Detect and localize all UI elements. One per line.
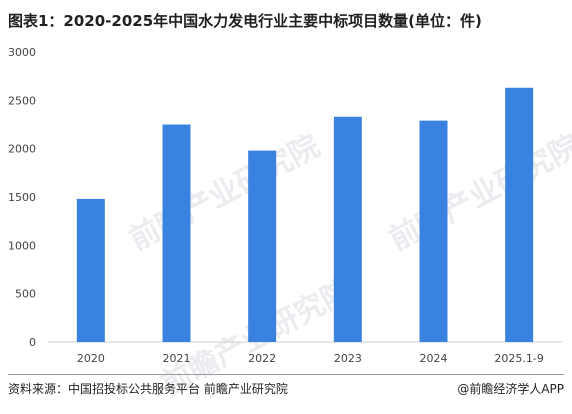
- source-note: 资料来源：中国招投标公共服务平台 前瞻产业研究院: [8, 382, 288, 396]
- bar-2022: [248, 150, 277, 342]
- y-tick-label: 3000: [8, 46, 36, 59]
- bar-2025.1-9: [505, 87, 534, 343]
- y-tick-label: 1500: [8, 191, 36, 204]
- x-tick-label: 2025.1-9: [494, 352, 543, 365]
- x-tick-label: 2024: [420, 352, 448, 365]
- bar-2020: [76, 198, 105, 342]
- credit-text: @前瞻经济学人APP: [457, 382, 564, 396]
- watermark-text: 前瞻产业研究院: [124, 128, 326, 257]
- x-tick-label: 2023: [334, 352, 362, 365]
- x-tick-label: 2021: [163, 352, 191, 365]
- y-tick-label: 0: [29, 336, 36, 349]
- bars: [76, 87, 534, 343]
- y-tick-label: 2000: [8, 143, 36, 156]
- y-tick-label: 500: [15, 288, 36, 301]
- footer-divider: [8, 374, 564, 375]
- y-axis: 0 500 1000 1500 2000 2500 3000: [8, 46, 36, 349]
- x-tick-label: 2020: [77, 352, 105, 365]
- bar-2021: [162, 124, 191, 342]
- watermark-text: 前瞻产业研究院: [384, 128, 572, 257]
- y-tick-label: 1000: [8, 239, 36, 252]
- chart-title: 图表1：2020-2025年中国水力发电行业主要中标项目数量(单位：件): [8, 12, 482, 30]
- bar-2023: [333, 116, 362, 343]
- x-axis: 2020 2021 2022 2023 2024 2025.1-9: [77, 352, 544, 365]
- bar-2024: [419, 120, 448, 342]
- y-tick-label: 2500: [8, 94, 36, 107]
- x-tick-label: 2022: [248, 352, 276, 365]
